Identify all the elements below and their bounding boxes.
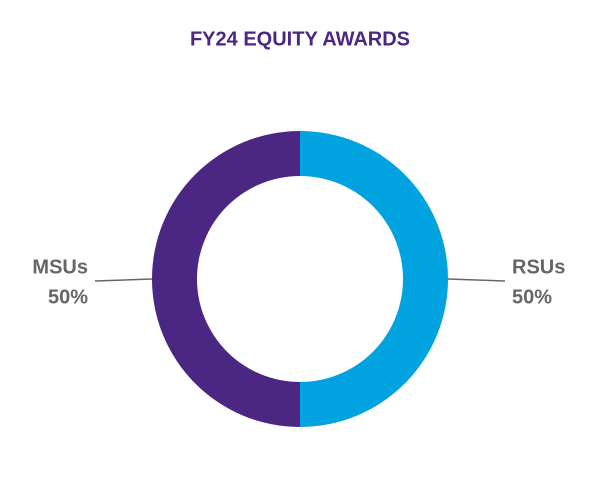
donut-segment (300, 131, 448, 427)
category-label: RSUs (512, 256, 565, 278)
category-label: MSUs (32, 256, 88, 278)
value-label: 50% (48, 286, 88, 308)
leader-line (447, 278, 506, 282)
value-label: 50% (512, 286, 552, 308)
chart-title: FY24 EQUITY AWARDS (190, 28, 410, 50)
donut-segment (152, 131, 300, 427)
leader-line (94, 278, 153, 282)
